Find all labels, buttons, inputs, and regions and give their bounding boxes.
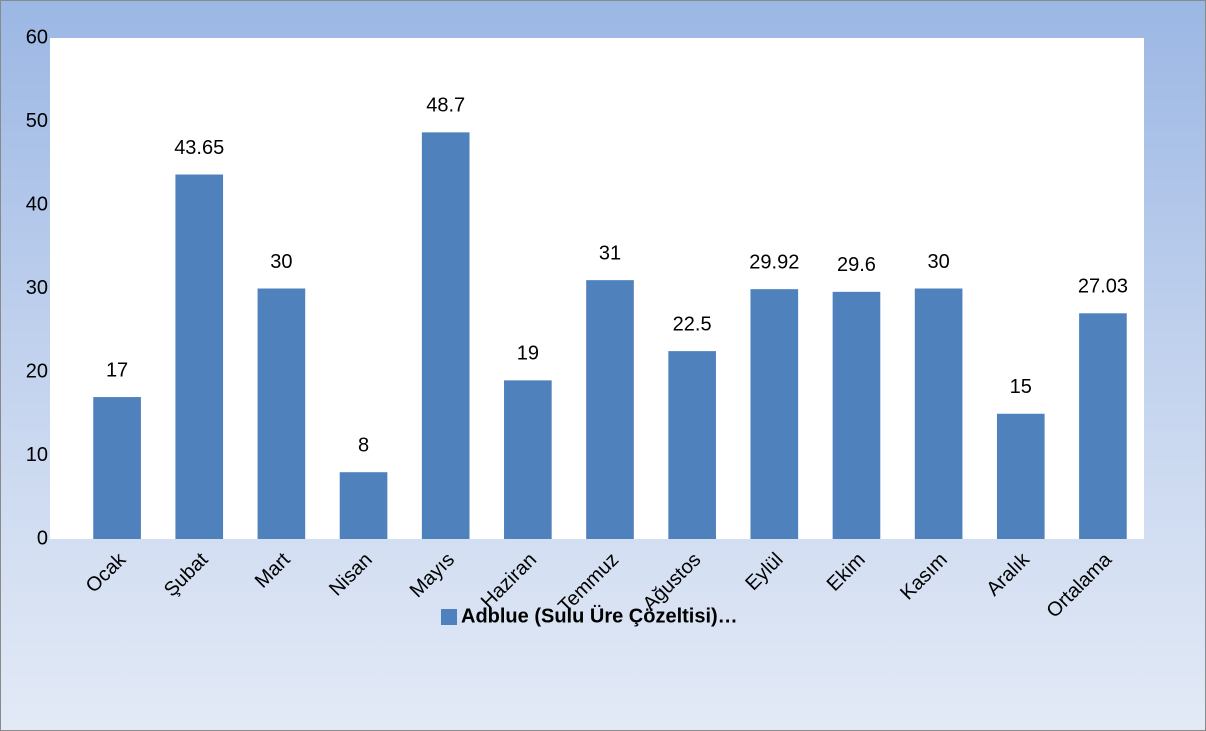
y-tick-label: 0 xyxy=(37,527,48,549)
data-label: 17 xyxy=(106,359,128,381)
data-label: 19 xyxy=(517,343,539,365)
data-label: 8 xyxy=(358,434,369,456)
data-label: 43.65 xyxy=(174,137,224,159)
bar xyxy=(257,288,306,539)
bar xyxy=(1079,313,1127,539)
bar xyxy=(504,380,552,539)
y-tick-label: 50 xyxy=(26,110,48,132)
bar xyxy=(750,289,799,539)
bar xyxy=(421,132,470,540)
data-label: 29.92 xyxy=(749,251,799,273)
data-label: 27.03 xyxy=(1078,276,1128,298)
y-tick-label: 30 xyxy=(26,277,48,299)
bar xyxy=(93,397,141,539)
y-tick-label: 40 xyxy=(26,193,48,215)
data-label: 31 xyxy=(599,242,621,264)
data-label: 30 xyxy=(927,251,949,273)
data-label: 30 xyxy=(270,251,292,273)
data-label: 48.7 xyxy=(426,95,465,117)
bar xyxy=(668,351,716,539)
bar xyxy=(175,174,224,539)
y-tick-label: 10 xyxy=(26,444,48,466)
data-label: 22.5 xyxy=(673,313,712,335)
data-label: 29.6 xyxy=(837,254,876,276)
y-tick-label: 20 xyxy=(26,360,48,382)
bar xyxy=(586,280,634,539)
bar xyxy=(914,288,963,539)
bar xyxy=(832,291,881,539)
data-label: 15 xyxy=(1010,376,1032,398)
legend-swatch xyxy=(441,609,457,625)
legend-label: Adblue (Sulu Üre Çözeltisi)… xyxy=(461,604,738,627)
bar xyxy=(339,472,388,539)
y-tick-label: 60 xyxy=(26,26,48,48)
bar xyxy=(996,413,1045,539)
